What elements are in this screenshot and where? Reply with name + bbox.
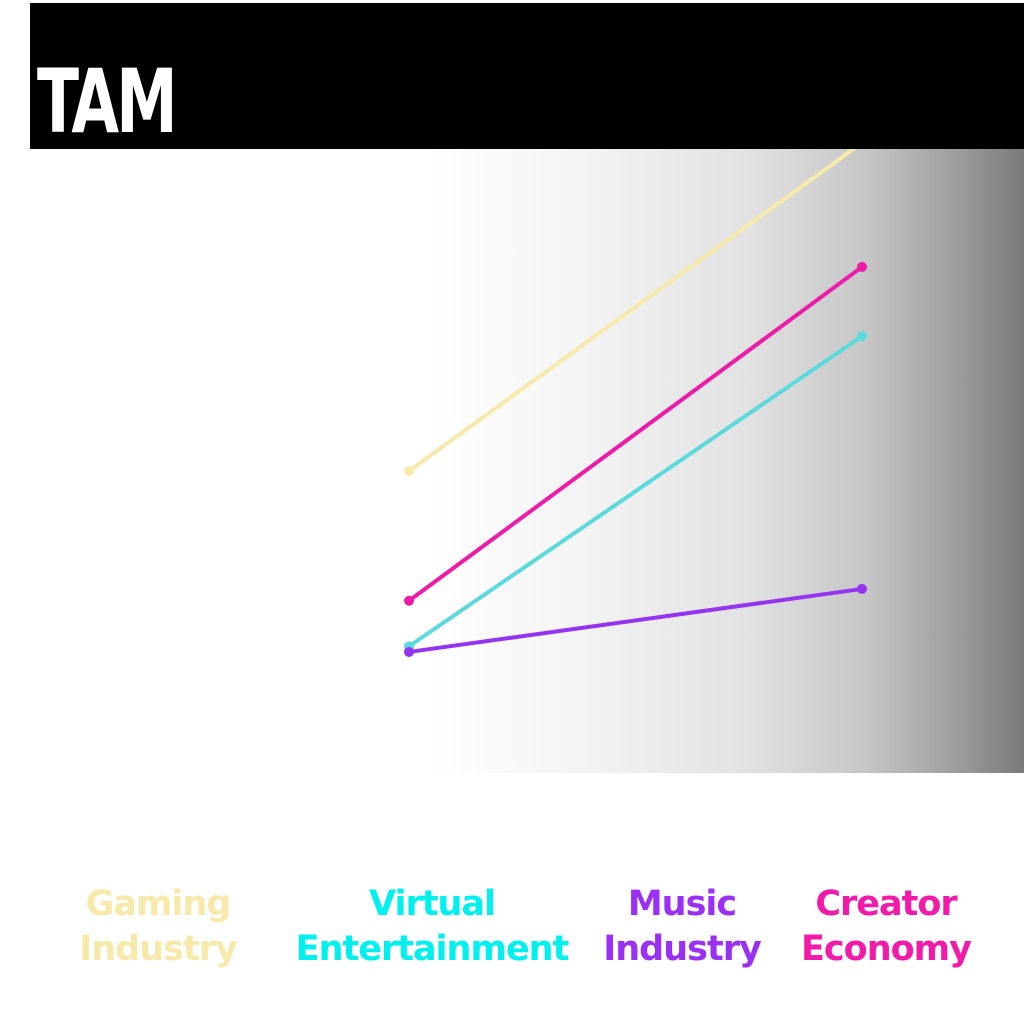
series-line-gaming-industry	[407, 149, 857, 473]
data-point-virtual-entertainment	[857, 331, 867, 342]
data-point-gaming-industry	[404, 465, 414, 476]
legend-label-line1: Creator	[815, 884, 957, 924]
plot-area	[30, 149, 1024, 773]
legend-label-line2: Industry	[79, 929, 238, 969]
series-creator-economy	[404, 261, 867, 606]
legend-label-line1: Music	[627, 884, 737, 924]
series-line-virtual-entertainment	[407, 334, 864, 649]
series-line-music-industry	[407, 586, 864, 654]
page-title: TAM	[37, 58, 175, 149]
legend-label-line2: Entertainment	[295, 929, 570, 969]
series-music-industry	[404, 583, 867, 657]
data-point-creator-economy	[857, 261, 867, 272]
data-point-music-industry	[857, 583, 867, 594]
series-gaming-industry	[404, 149, 857, 476]
series-line-creator-economy	[407, 264, 864, 603]
legend-item-gaming-industry: Gaming Industry	[8, 882, 308, 972]
legend-item-virtual-entertainment: Virtual Entertainment	[282, 882, 582, 972]
legend-item-creator-economy: Creator Economy	[736, 882, 1024, 972]
header-bar	[30, 3, 1024, 149]
legend-label-line2: Economy	[801, 929, 972, 969]
legend-label-line1: Gaming	[85, 884, 232, 924]
legend-label-line2: Industry	[603, 929, 762, 969]
series-virtual-entertainment	[404, 331, 867, 652]
data-point-creator-economy	[404, 595, 414, 606]
data-point-music-industry	[404, 646, 414, 657]
legend-item-music-industry: Music Industry	[532, 882, 832, 972]
legend-label-line1: Virtual	[369, 884, 496, 924]
chart-legend: Gaming Industry Virtual Entertainment Mu…	[0, 882, 1024, 972]
